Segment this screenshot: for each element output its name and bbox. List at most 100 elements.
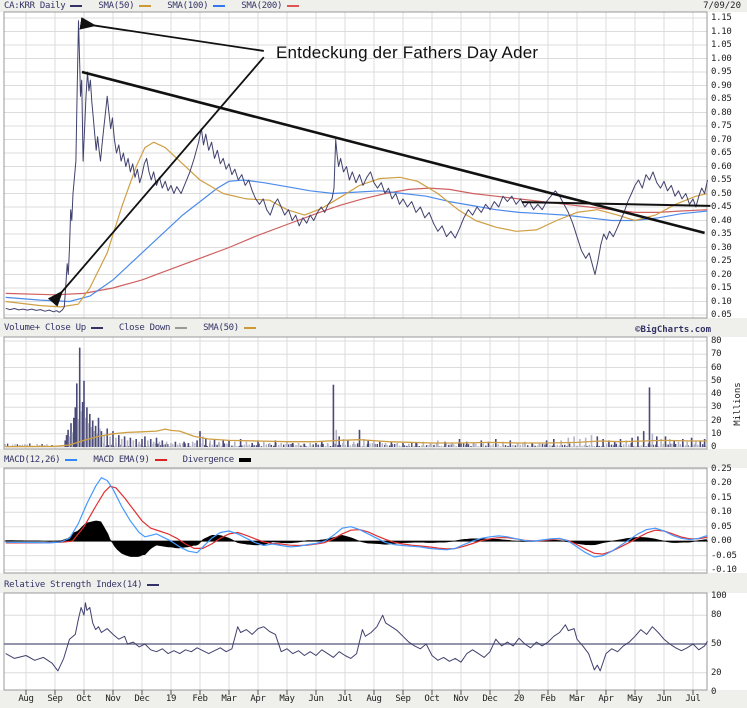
axis-label: 0.20 bbox=[711, 269, 732, 280]
volume-legend: Volume+ Close Up Close Down SMA(50) bbox=[4, 323, 272, 333]
month-label: Aug bbox=[366, 694, 382, 704]
month-label: Jul bbox=[337, 694, 353, 704]
axis-label: 0.10 bbox=[711, 507, 732, 518]
legend-item: Relative Strength Index(14) bbox=[4, 580, 160, 590]
price-legend-label: SMA(100) bbox=[167, 0, 209, 11]
axis-label: 70 bbox=[711, 349, 722, 360]
axis-label: 20 bbox=[711, 415, 722, 426]
axis-label: 80 bbox=[711, 610, 722, 621]
month-label: Feb bbox=[540, 694, 556, 704]
price-panel-header: CA:KRR Daily SMA(50) SMA(100) SMA(200) bbox=[4, 0, 315, 11]
volume-legend-label: Volume+ Close Up bbox=[4, 323, 86, 333]
legend-item: SMA(200) bbox=[241, 1, 300, 11]
axis-label: 10 bbox=[711, 428, 722, 439]
axis-label: 0.70 bbox=[711, 134, 732, 145]
axis-label: 0.80 bbox=[711, 107, 732, 118]
axis-label: 0.15 bbox=[711, 492, 732, 503]
legend-item: SMA(50) bbox=[203, 323, 256, 333]
legend-item: SMA(50) bbox=[98, 1, 152, 11]
month-label: Dec bbox=[134, 694, 150, 704]
macd-legend-label: MACD(12,26) bbox=[4, 455, 61, 465]
month-label: Jul bbox=[685, 694, 701, 704]
macd-legend-label: Divergence bbox=[182, 455, 234, 465]
rsi-panel-header: Relative Strength Index(14) bbox=[4, 579, 175, 591]
volume-legend-swatch bbox=[90, 327, 103, 329]
volume-header-band bbox=[0, 318, 747, 337]
price-legend-swatch bbox=[70, 4, 83, 7]
month-label: Mar bbox=[221, 694, 237, 704]
price-legend-swatch bbox=[213, 4, 226, 7]
volume-legend-swatch bbox=[175, 327, 188, 329]
axis-label: -0.05 bbox=[711, 550, 737, 561]
axis-label: 1.00 bbox=[711, 53, 732, 64]
axis-label: 0.25 bbox=[711, 464, 732, 474]
legend-item: Divergence bbox=[183, 455, 251, 465]
axis-label: 0 bbox=[711, 442, 717, 452]
legend-item: Close Down bbox=[119, 323, 188, 333]
axis-label: 0.15 bbox=[711, 283, 732, 293]
volume-panel-header: Volume+ Close Up Close Down SMA(50) bbox=[4, 322, 272, 334]
legend-item: MACD(12,26) bbox=[4, 455, 78, 465]
axis-label: 0.35 bbox=[711, 229, 732, 239]
axis-label: 1.10 bbox=[711, 26, 732, 37]
legend-item: Volume+ Close Up bbox=[4, 323, 103, 333]
month-label: Apr bbox=[598, 694, 614, 704]
annotation-text: Entdeckung der Fathers Day Ader bbox=[275, 43, 539, 63]
axis-label: 0.50 bbox=[711, 188, 732, 199]
rsi-chart-canvas bbox=[3, 592, 708, 695]
month-label: May bbox=[279, 694, 295, 704]
month-label: Sep bbox=[395, 694, 411, 704]
axis-label: 0.05 bbox=[711, 310, 732, 320]
month-label: Nov bbox=[105, 694, 121, 704]
month-label: Jun bbox=[308, 694, 324, 704]
volume-legend-swatch bbox=[243, 327, 256, 329]
axis-label: 30 bbox=[711, 402, 722, 413]
axis-label: 100 bbox=[711, 591, 727, 601]
month-label: 20 bbox=[513, 694, 525, 704]
axis-label: 50 bbox=[711, 639, 722, 649]
month-label: Oct bbox=[424, 694, 440, 704]
axis-label: 60 bbox=[711, 362, 722, 373]
axis-label: 80 bbox=[711, 336, 722, 346]
price-legend-label: CA:KRR Daily bbox=[4, 0, 66, 11]
axis-label: 0.75 bbox=[711, 121, 732, 131]
month-label: Mar bbox=[569, 694, 585, 704]
xaxis-band bbox=[0, 690, 747, 708]
rsi-legend-swatch bbox=[147, 584, 160, 586]
axis-label: 0.55 bbox=[711, 175, 732, 185]
bigcharts-watermark: ©BigCharts.com bbox=[635, 325, 711, 335]
axis-label: 50 bbox=[711, 375, 722, 386]
macd-header-band bbox=[0, 449, 747, 468]
macd-legend: MACD(12,26) MACD EMA(9) Divergence bbox=[4, 455, 267, 465]
month-label: Aug bbox=[18, 694, 34, 704]
legend-item: CA:KRR Daily bbox=[4, 0, 83, 11]
rsi-legend-label: Relative Strength Index(14) bbox=[4, 580, 143, 590]
axis-label: 1.15 bbox=[711, 13, 732, 23]
axis-label: 0.20 bbox=[711, 478, 732, 489]
legend-item: SMA(100) bbox=[167, 0, 226, 11]
macd-panel-header: MACD(12,26) MACD EMA(9) Divergence bbox=[4, 454, 267, 466]
axis-label: 0.30 bbox=[711, 242, 732, 253]
month-label: Nov bbox=[453, 694, 469, 704]
axis-label: 0.45 bbox=[711, 202, 732, 212]
axis-label: 0.85 bbox=[711, 94, 732, 104]
month-label: Dec bbox=[482, 694, 498, 704]
legend-item: MACD EMA(9) bbox=[93, 455, 167, 465]
price-chart-canvas bbox=[3, 11, 711, 319]
axis-label: 0.25 bbox=[711, 256, 732, 266]
volume-chart-canvas bbox=[3, 336, 708, 450]
month-label: Jun bbox=[656, 694, 672, 704]
axis-label: 0.00 bbox=[711, 536, 732, 547]
month-label: May bbox=[627, 694, 643, 704]
rsi-header-band bbox=[0, 573, 747, 593]
axis-label: 0.90 bbox=[711, 80, 732, 91]
volume-legend-label: SMA(50) bbox=[203, 323, 239, 333]
axis-label: 0.05 bbox=[711, 521, 732, 532]
macd-legend-label: MACD EMA(9) bbox=[93, 455, 150, 465]
rsi-legend: Relative Strength Index(14) bbox=[4, 580, 175, 590]
month-label: Apr bbox=[250, 694, 266, 704]
axis-label: 40 bbox=[711, 389, 722, 399]
macd-chart-canvas bbox=[3, 467, 709, 574]
month-label: Oct bbox=[76, 694, 92, 704]
